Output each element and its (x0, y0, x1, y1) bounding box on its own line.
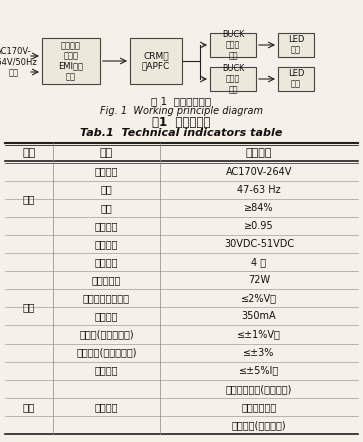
Text: 输出路数: 输出路数 (95, 257, 118, 267)
FancyBboxPatch shape (278, 33, 314, 57)
Text: 输出总功率: 输出总功率 (92, 275, 121, 285)
Text: ≤±3%: ≤±3% (243, 347, 275, 358)
Text: 整流精度: 整流精度 (95, 366, 118, 376)
Text: 72W: 72W (248, 275, 270, 285)
Text: LED
负载: LED 负载 (288, 69, 304, 89)
Text: BUCK
恒流源
电路: BUCK 恒流源 电路 (222, 30, 244, 60)
FancyBboxPatch shape (42, 38, 100, 84)
Text: 效率: 效率 (101, 203, 113, 213)
Text: 4 路: 4 路 (252, 257, 266, 267)
Text: 输出电压纹波噪声: 输出电压纹波噪声 (83, 293, 130, 303)
Text: Tab.1  Technical indicators table: Tab.1 Technical indicators table (80, 128, 282, 138)
Text: 过温保护(设计保护): 过温保护(设计保护) (232, 420, 286, 430)
FancyBboxPatch shape (210, 67, 256, 91)
Text: 负载效应(电流调整率): 负载效应(电流调整率) (76, 347, 137, 358)
Text: 30VDC-51VDC: 30VDC-51VDC (224, 239, 294, 249)
Text: AC170V-
264V/50Hz
输入: AC170V- 264V/50Hz 输入 (0, 47, 37, 77)
Text: ≥0.95: ≥0.95 (244, 221, 274, 231)
Text: 频率: 频率 (101, 185, 113, 194)
Text: 输出短路保护: 输出短路保护 (241, 402, 277, 412)
Text: ≤±1%V。: ≤±1%V。 (237, 329, 281, 339)
FancyBboxPatch shape (278, 67, 314, 91)
Text: 防浪涌、
防雷、
EMI滤波
电路: 防浪涌、 防雷、 EMI滤波 电路 (58, 41, 83, 81)
Text: 保护: 保护 (23, 402, 35, 412)
Text: AC170V-264V: AC170V-264V (226, 167, 292, 176)
Text: 输出过压保护(设计保证): 输出过压保护(设计保证) (226, 384, 292, 394)
Text: 表1  技术指标表: 表1 技术指标表 (152, 115, 210, 129)
Text: 图 1  工作原理框图: 图 1 工作原理框图 (151, 96, 211, 106)
Text: LED
负载: LED 负载 (288, 35, 304, 55)
Text: ≥84%: ≥84% (244, 203, 274, 213)
Text: 输出电压: 输出电压 (95, 239, 118, 249)
Text: ≤±5%I。: ≤±5%I。 (239, 366, 279, 376)
Text: 输入: 输入 (23, 194, 35, 204)
Text: 输入电压: 输入电压 (95, 167, 118, 176)
Text: CRM模
式APFC: CRM模 式APFC (142, 51, 170, 71)
Text: 350mA: 350mA (242, 311, 276, 321)
Text: ≤2%V。: ≤2%V。 (241, 293, 277, 303)
Text: 特性: 特性 (100, 148, 113, 158)
Text: 保护功能: 保护功能 (95, 402, 118, 412)
FancyBboxPatch shape (130, 38, 182, 84)
FancyBboxPatch shape (210, 33, 256, 57)
Text: 指标要求: 指标要求 (246, 148, 272, 158)
Text: Fig. 1  Working principle diagram: Fig. 1 Working principle diagram (99, 106, 262, 116)
Text: BUCK
恒流源
电路: BUCK 恒流源 电路 (222, 64, 244, 94)
Text: 项目: 项目 (23, 148, 36, 158)
Text: 输出电流: 输出电流 (95, 311, 118, 321)
Text: 功率因数: 功率因数 (95, 221, 118, 231)
Text: 47-63 Hz: 47-63 Hz (237, 185, 281, 194)
Text: 源效应(电压调整率): 源效应(电压调整率) (79, 329, 134, 339)
Text: 输出: 输出 (23, 302, 35, 312)
